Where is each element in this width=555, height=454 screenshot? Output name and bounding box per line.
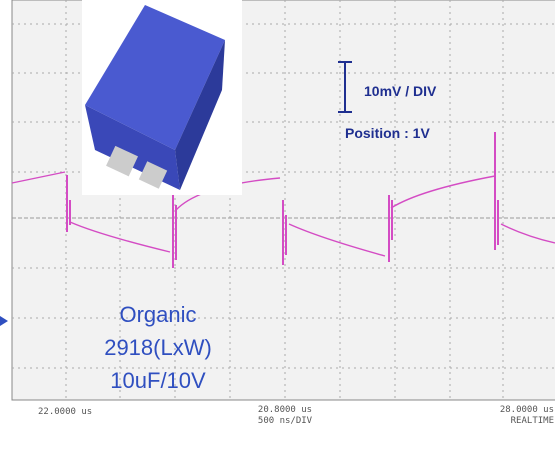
footer-center: 20.8000 us (258, 405, 312, 415)
component-label: 2918(LxW) (104, 335, 212, 360)
volts-per-div: 10mV / DIV (364, 83, 437, 99)
position: Position : 1V (345, 125, 430, 141)
component-label: Organic (119, 302, 196, 327)
footer-left: 22.0000 us (38, 407, 92, 417)
scale-bar (338, 61, 352, 113)
footer-mode: REALTIME (511, 416, 554, 426)
footer-timebase: 500 ns/DIV (258, 416, 313, 426)
arrow (0, 316, 8, 326)
footer-right: 28.0000 us (500, 405, 554, 415)
component-label: 10uF/10V (110, 368, 206, 393)
component-photo (82, 0, 242, 195)
